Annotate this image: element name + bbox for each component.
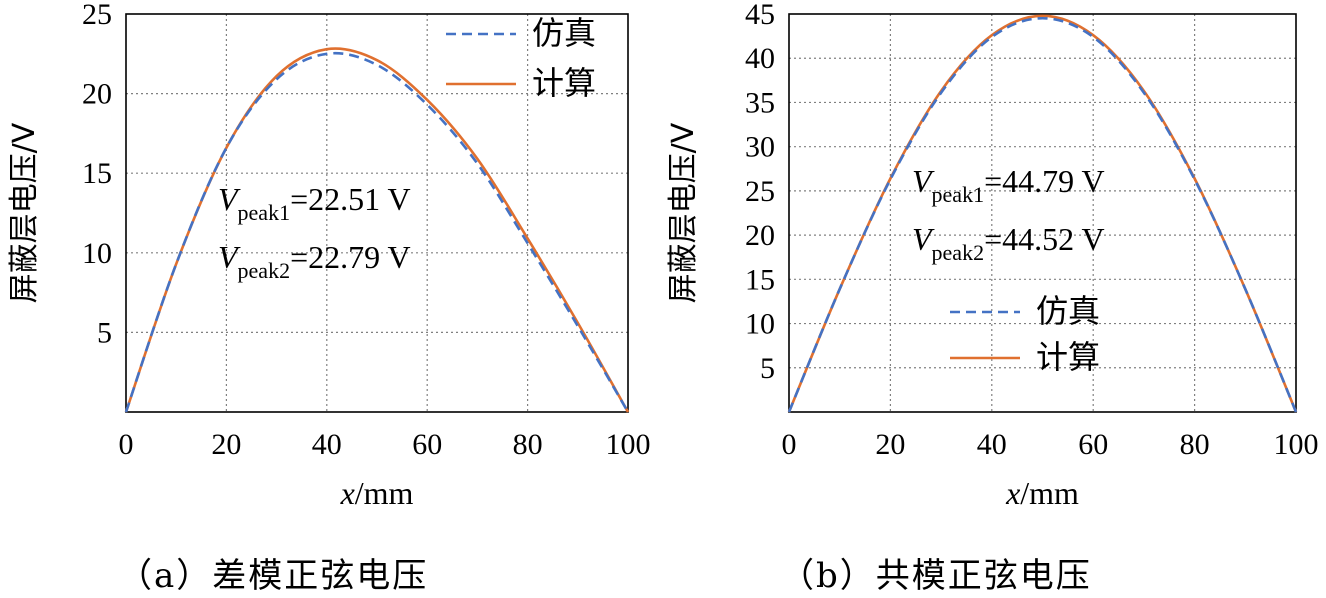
legend-label: 计算 bbox=[532, 64, 596, 102]
legend-label: 计算 bbox=[1036, 338, 1100, 376]
x-tick-label: 20 bbox=[211, 428, 241, 461]
y-axis-label: 屏蔽层电压/V bbox=[666, 122, 701, 303]
y-tick-label: 20 bbox=[82, 78, 112, 111]
legend-label: 仿真 bbox=[1036, 292, 1100, 330]
y-tick-label: 15 bbox=[82, 157, 112, 190]
x-axis-label: x/mm bbox=[340, 475, 414, 511]
x-tick-label: 100 bbox=[1274, 428, 1319, 461]
chart-figure: 0 20 40 60 80 100510152025x/mm屏蔽层电压/V仿真计算Vpea… bbox=[7, 0, 1319, 511]
plot-frame bbox=[125, 13, 629, 413]
x-tick-label: 80 bbox=[1180, 428, 1210, 461]
x-tick-label: 60 bbox=[412, 428, 442, 461]
plot-frame bbox=[788, 13, 1297, 413]
y-tick-label: 10 bbox=[82, 237, 112, 270]
peak-annotation: Vpeak2=22.79 V bbox=[218, 239, 411, 283]
y-tick-label: 35 bbox=[745, 86, 775, 119]
y-tick-label: 25 bbox=[82, 0, 112, 31]
y-tick-label: 20 bbox=[745, 219, 775, 252]
x-tick-label: 60 bbox=[1078, 428, 1108, 461]
x-tick-label: 40 bbox=[977, 428, 1007, 461]
y-tick-label: 45 bbox=[745, 0, 775, 31]
y-tick-label: 10 bbox=[745, 308, 775, 341]
y-tick-label: 5 bbox=[760, 352, 775, 385]
x-tick-label: 0 bbox=[119, 428, 134, 461]
y-tick-label: 5 bbox=[97, 316, 112, 349]
x-tick-label: 0 bbox=[782, 428, 797, 461]
series-line-simulation bbox=[787, 16, 1298, 413]
y-axis-label: 屏蔽层电压/V bbox=[7, 122, 42, 303]
y-tick-label: 30 bbox=[745, 131, 775, 164]
caption-a: （a）差模正弦电压 bbox=[118, 556, 429, 596]
series-line-simulation bbox=[124, 51, 630, 413]
legend-label: 仿真 bbox=[532, 14, 596, 52]
x-tick-label: 100 bbox=[606, 428, 651, 461]
y-tick-label: 15 bbox=[745, 263, 775, 296]
series-line-calculation bbox=[124, 47, 630, 413]
peak-annotation: Vpeak2=44.52 V bbox=[912, 221, 1105, 265]
y-tick-label: 25 bbox=[745, 175, 775, 208]
x-tick-label: 80 bbox=[513, 428, 543, 461]
peak-annotation: Vpeak1=22.51 V bbox=[218, 181, 411, 225]
x-axis-label: x/mm bbox=[1005, 475, 1079, 511]
x-tick-label: 20 bbox=[875, 428, 905, 461]
peak-annotation: Vpeak1=44.79 V bbox=[912, 163, 1105, 207]
x-tick-label: 40 bbox=[312, 428, 342, 461]
chart-panel-b: 0 20 40 60 80 100 5 10 15 20 25 30 35 40 45 x/mm 屏蔽层电压/V… bbox=[666, 0, 1319, 511]
caption-b: （b）共模正弦电压 bbox=[780, 556, 1092, 596]
y-tick-label: 40 bbox=[745, 42, 775, 75]
